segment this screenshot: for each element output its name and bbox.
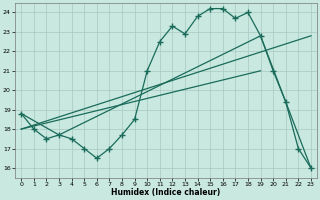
X-axis label: Humidex (Indice chaleur): Humidex (Indice chaleur): [111, 188, 221, 197]
